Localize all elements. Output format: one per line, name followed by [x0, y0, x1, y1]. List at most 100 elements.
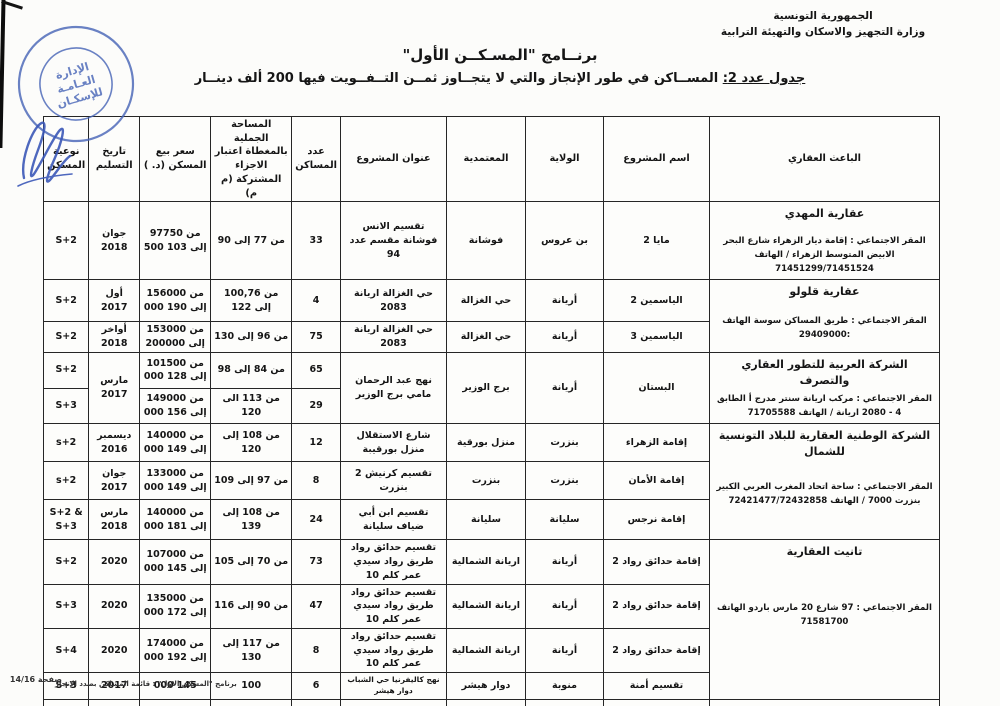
cell-delegation: بنزرت	[446, 461, 526, 501]
developer-name: عقارية قلولو	[789, 285, 860, 299]
cell-governorate: منوبة	[525, 672, 604, 701]
cell-developer: الشركة العربية للتطور العقاري والتصرف ال…	[709, 351, 940, 425]
cell-units: 65	[291, 351, 341, 389]
ministry-header: الجمهورية التونسية وزارة التجهيز والاسكا…	[698, 8, 948, 41]
cell-delegation: اريانة الشمالية	[446, 627, 526, 674]
table-row: الشركة الوطنية العقارية للبلاد التونسية …	[43, 423, 940, 541]
cell-price: من 135000 إلى 172 000	[139, 583, 212, 629]
table-row: إقامة نرجس سليانة سليانة تقسيم ابن أبي ض…	[43, 499, 940, 541]
cell-address: شارع الاستقلال منزل بورقيبة	[340, 423, 447, 463]
cell-project: الياسمين 2	[603, 279, 710, 323]
cell-price: من 140000 إلى 149 000	[139, 423, 212, 463]
cell-delivery: 2018	[88, 699, 141, 706]
cell-delegation: فوشانة	[446, 201, 526, 281]
table-row: 29 من 113 الى 120 من 149000 إلى 156 000 …	[43, 387, 940, 425]
cell-governorate: بن عروس	[525, 201, 604, 281]
cell-area: من 77 إلى 90	[210, 201, 293, 281]
developer-info: المقر الاجتماعي : 97 شارع 20 مارس باردو …	[717, 603, 932, 627]
cell-governorate: أريانة	[525, 321, 604, 353]
title-block: برنــامج "المسـكــن الأول" جدول عدد 2: ا…	[0, 46, 1000, 86]
signature-scribble	[17, 121, 73, 187]
cell-address: تقسيم حدائق رواد طريق رواد سيدي عمر كلم …	[340, 627, 447, 674]
cell-delegation: سليانة	[446, 499, 526, 541]
page-number: صفحة 14/16	[9, 675, 62, 684]
cell-delivery: أواخر 2018	[88, 321, 141, 353]
cell-area: من 70 إلى 105	[210, 539, 293, 585]
col-governorate: الولاية	[525, 115, 604, 203]
cell-address: تقسيم حدائق رواد طريق رواد سيدي عمر كلم …	[340, 539, 447, 585]
cell-developer: الشركة العقارية جنان بنزرت المقر الاجتما…	[709, 699, 940, 706]
ministry-line2: وزارة التجهيز والاسكان والتهيئة الترابية	[720, 26, 926, 39]
cell-delegation: دوار هيشر	[446, 672, 526, 701]
cell-delegation: اريانة الشمالية	[446, 539, 526, 585]
cell-project: إقامة الأمان	[603, 461, 710, 501]
cell-delegation: اريانة الشمالية	[446, 583, 526, 629]
cell-price: من 149000 إلى 156 000	[139, 387, 212, 425]
cell-project: إقامة نرجس	[603, 499, 710, 541]
table-row: إقامة الأمان بنزرت بنزرت تقسيم كرنيش 2 ب…	[43, 461, 940, 501]
cell-type: S+3	[43, 583, 90, 629]
cell-area: من 117 إلى 130	[210, 627, 293, 674]
official-stamp: * الجمهورية التونسية * وزارة التجهيز وال…	[0, 25, 135, 143]
subtitle-label: جدول عدد 2:	[722, 71, 806, 86]
cell-delivery: مارس 2017	[88, 351, 141, 425]
cell-type: S+2	[43, 201, 90, 281]
cell-units: 24	[291, 499, 341, 541]
cell-address: تقسيم كرنيش 2 بنزرت	[340, 461, 447, 501]
developer-group: تانيت العقارية المقر الاجتماعي : 97 شارع…	[43, 539, 940, 701]
cell-units: 4	[291, 279, 341, 323]
cell-delegation: حي الغزالة	[446, 321, 526, 353]
developer-group: الشركة الوطنية العقارية للبلاد التونسية …	[43, 423, 940, 541]
table-row: تانيت العقارية المقر الاجتماعي : 97 شارع…	[43, 539, 940, 701]
program-title: برنــامج "المسـكــن الأول"	[402, 46, 598, 64]
cell-project: إقامة حدائق رواد 2	[603, 627, 710, 674]
developer-group: عقارية المهدي المقر الاجتماعي : إقامة دي…	[43, 201, 940, 281]
cell-area: من 100,76 إلى 122	[210, 279, 293, 323]
cell-type: S+4	[43, 627, 90, 674]
cell-units: 8	[291, 461, 341, 501]
cell-units: 73	[291, 539, 341, 585]
cell-price: من 156000 إلى 190 000	[139, 279, 212, 323]
col-price: سعر بيع المسكن (د. )	[139, 115, 212, 203]
table-subtitle: جدول عدد 2: المســاكن في طور الإنجاز وال…	[0, 71, 1000, 86]
table-row: تقسيم أمنة منوبة دوار هيشر نهج كاليفرنيا…	[43, 672, 940, 701]
cell-governorate: أريانة	[525, 539, 604, 585]
cell-address: حي الغزالة اريانة 2083	[340, 279, 447, 323]
developer-info: المقر الاجتماعي : إقامة ديار الزهراء شار…	[723, 236, 926, 274]
ministry-line1: الجمهورية التونسية	[773, 10, 873, 22]
cell-area: من 108 إلى 120	[210, 423, 293, 463]
cell-price: من 107000 إلى 145 000	[139, 539, 212, 585]
cell-address: حي الغزالة اريانة 2083	[340, 321, 447, 353]
cell-units: 47	[291, 583, 341, 629]
col-area: المساحة الجملية بالمغطاة اعتبار الاجزاء …	[210, 115, 293, 203]
cell-type: S+2 & S+3	[43, 499, 90, 541]
cell-price: من 153000 إلى 200000	[139, 321, 212, 353]
cell-address: نهج كاليفرنيا حي الشباب دوار هيشر	[340, 672, 447, 701]
cell-units: 35	[291, 699, 341, 706]
cell-project: مايا 2	[603, 201, 710, 281]
cell-type: S+3	[43, 672, 90, 701]
cell-governorate: بنزرت	[525, 699, 604, 706]
developer-name: الشركة العربية للتطور العقاري والتصرف	[741, 357, 908, 387]
cell-delivery: 2020	[88, 627, 141, 674]
cell-area: من 97 إلى 109	[210, 461, 293, 501]
cell-type: S+2 & S+3	[43, 699, 90, 706]
developer-info: المقر الاجتماعي : ساحة اتحاد المغرب العر…	[716, 482, 933, 506]
col-address: عنوان المشروع	[340, 115, 447, 203]
col-units: عدد المساكن	[291, 115, 341, 203]
cell-delivery: جوان 2018	[88, 201, 141, 281]
cell-developer: عقارية المهدي المقر الاجتماعي : إقامة دي…	[709, 201, 940, 281]
cell-project: إقامة حدائق رواد 2	[603, 583, 710, 629]
cell-project: البستان	[603, 351, 710, 425]
developer-name: عقارية المهدي	[784, 207, 865, 221]
cell-delegation: منزل بورقية	[446, 423, 526, 463]
table-row: إقامة حدائق رواد 2 أريانة اريانة الشمالي…	[43, 627, 940, 674]
cell-address: تقسيم ابن أبي ضياف سليانة	[340, 499, 447, 541]
table-row: عقارية المهدي المقر الاجتماعي : إقامة دي…	[43, 201, 940, 281]
cell-type: S+2	[43, 279, 90, 323]
col-project: اسم المشروع	[603, 115, 710, 203]
cell-price: من 174000 إلى 192 000	[139, 627, 212, 674]
cell-governorate: بنزرت	[525, 461, 604, 501]
cell-delegation: برج الوزير	[446, 351, 526, 425]
